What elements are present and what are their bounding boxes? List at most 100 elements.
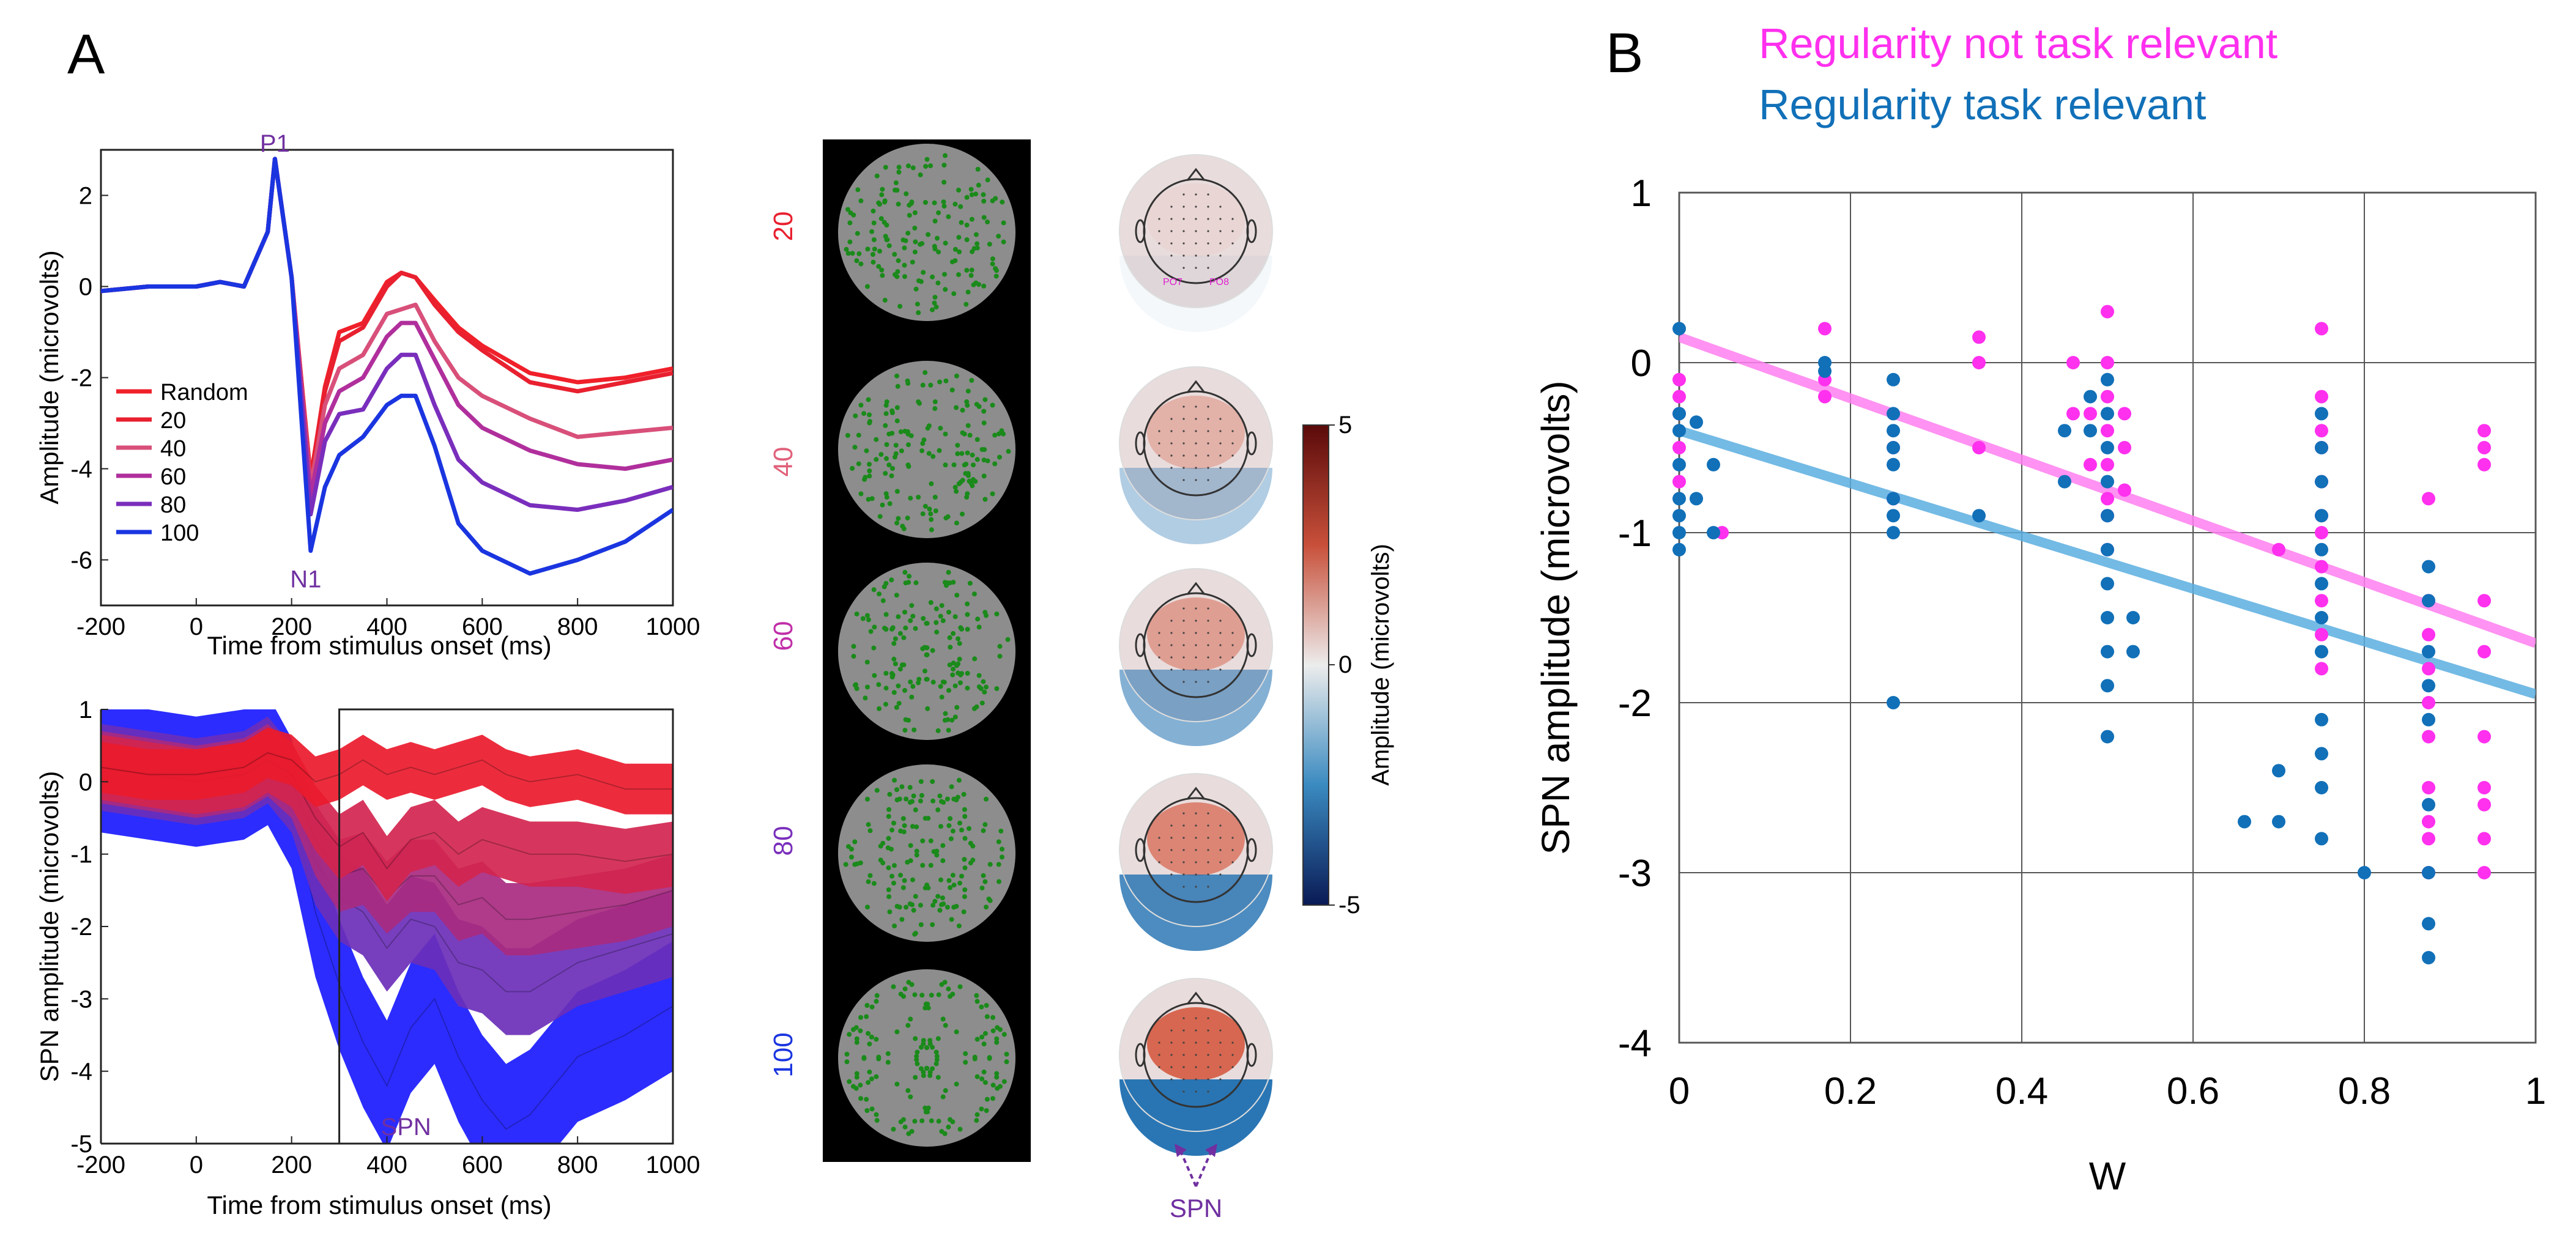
scatter-ytick-label: 1 [1631,172,1652,215]
stimulus-dot [996,234,1001,239]
stimulus-dot [971,462,976,468]
stimulus-dot [981,679,986,684]
stimulus-dot [943,153,948,158]
scatter-point-not-relevant [2101,424,2114,438]
electrode-dot [1195,454,1197,457]
stimulus-dot [908,1016,913,1022]
scatter-point-relevant [2315,781,2328,794]
stimulus-dot [963,301,969,307]
electrode-dot [1170,242,1173,245]
electrode-dot [1207,1090,1209,1093]
stimulus-dot [908,618,913,623]
stimulus-dot [867,873,873,878]
stimulus-dot [994,1071,1000,1076]
electrode-po7-label: PO7 [1163,277,1182,287]
stimulus-dot [886,865,891,871]
stimulus-dot [939,799,944,804]
arrowhead-left-icon [1175,1144,1187,1157]
scatter-point-relevant [2272,764,2285,778]
stimulus-dot [848,210,853,216]
stimulus-dot [894,405,900,410]
stimulus-dot [909,694,915,700]
stimulus-dot [941,199,946,205]
stimulus-dot [947,635,952,640]
stimulus-dot [886,835,891,841]
stimulus-dot [889,431,895,436]
stimulus-dot [913,286,919,292]
stimulus-dot [874,1112,879,1117]
stimulus-dot [979,1034,985,1040]
stimulus-dot [944,583,949,588]
stimulus-dot [844,1051,850,1057]
scatter-point-not-relevant [2118,441,2131,454]
stimulus-dot [984,796,989,802]
scatter-point-not-relevant [1818,322,1832,336]
stimulus-dot [963,1060,968,1065]
stimulus-dot [912,210,918,215]
stimulus-dot [880,502,885,508]
erp-axes-frame [100,149,674,607]
stimulus-dot [957,1126,963,1132]
stimulus-dot [935,280,941,286]
stimulus-dot [932,295,938,300]
stimulus-dot [960,430,965,435]
electrode-dot [1182,849,1185,851]
stimulus-dot [847,239,853,245]
scatter-point-relevant [2101,372,2114,386]
stimulus-dot [921,1041,926,1046]
scatter-point-not-relevant [1672,372,1686,386]
left-ear-icon [1135,219,1146,243]
stimulus-dot [965,289,971,295]
electrode-dot [1207,681,1209,683]
electrode-dot [1219,668,1222,671]
stimulus-dot [847,1032,852,1037]
stimulus-dot [912,1119,918,1124]
stimulus-dot [949,784,954,790]
spn-ytick-label: 0 [79,769,92,796]
electrode-dot [1182,1017,1185,1019]
stimulus-dot [929,527,934,533]
electrode-dot [1231,849,1234,851]
electrode-dot [1219,824,1222,827]
stimulus-dot [902,569,908,575]
electrode-dot [1207,607,1209,610]
stimulus-disc [838,144,1015,321]
stimulus-dot [936,250,941,255]
stimulus-dot [965,686,970,691]
stimulus-dot [874,1074,879,1079]
stimulus-dot [903,238,908,243]
stimulus-dot [914,1057,919,1062]
erp-xtick-label: 200 [271,613,312,640]
stimulus-dot [886,807,892,812]
erp-xtick-label: -200 [76,613,125,640]
scatter-ytick-label: 0 [1631,342,1652,385]
left-ear-icon [1135,431,1146,456]
stimulus-dot [853,413,858,418]
electrode-dot [1219,467,1222,469]
stimulus-dot [972,1054,978,1060]
stimulus-dot [974,1037,980,1042]
stimulus-dot [900,885,906,890]
stimulus-dot [844,246,849,252]
stimulus-dot [946,728,951,733]
scatter-point-relevant [2422,951,2435,964]
stimulus-dot [890,466,895,471]
stimulus-dot [1001,1032,1007,1037]
electrode-dot [1182,1078,1185,1081]
stimulus-dot [997,454,1002,460]
spn-y-axis-label: SPN amplitude (microvolts) [35,771,64,1082]
right-ear-icon [1246,633,1257,657]
electrode-dot [1170,837,1173,839]
stimulus-dot [895,383,900,389]
stimulus-dot [894,373,900,379]
stimulus-dot [951,667,956,672]
electrode-dot [1195,442,1197,445]
electrode-dot [1182,467,1185,469]
electrode-dot [1170,644,1173,646]
stimulus-dot [918,798,923,804]
stimulus-dot [981,473,987,479]
stimulus-dot [1005,637,1011,642]
stimulus-dot [910,259,915,265]
stimulus-dot [876,1054,882,1060]
stimulus-dot [969,267,974,273]
